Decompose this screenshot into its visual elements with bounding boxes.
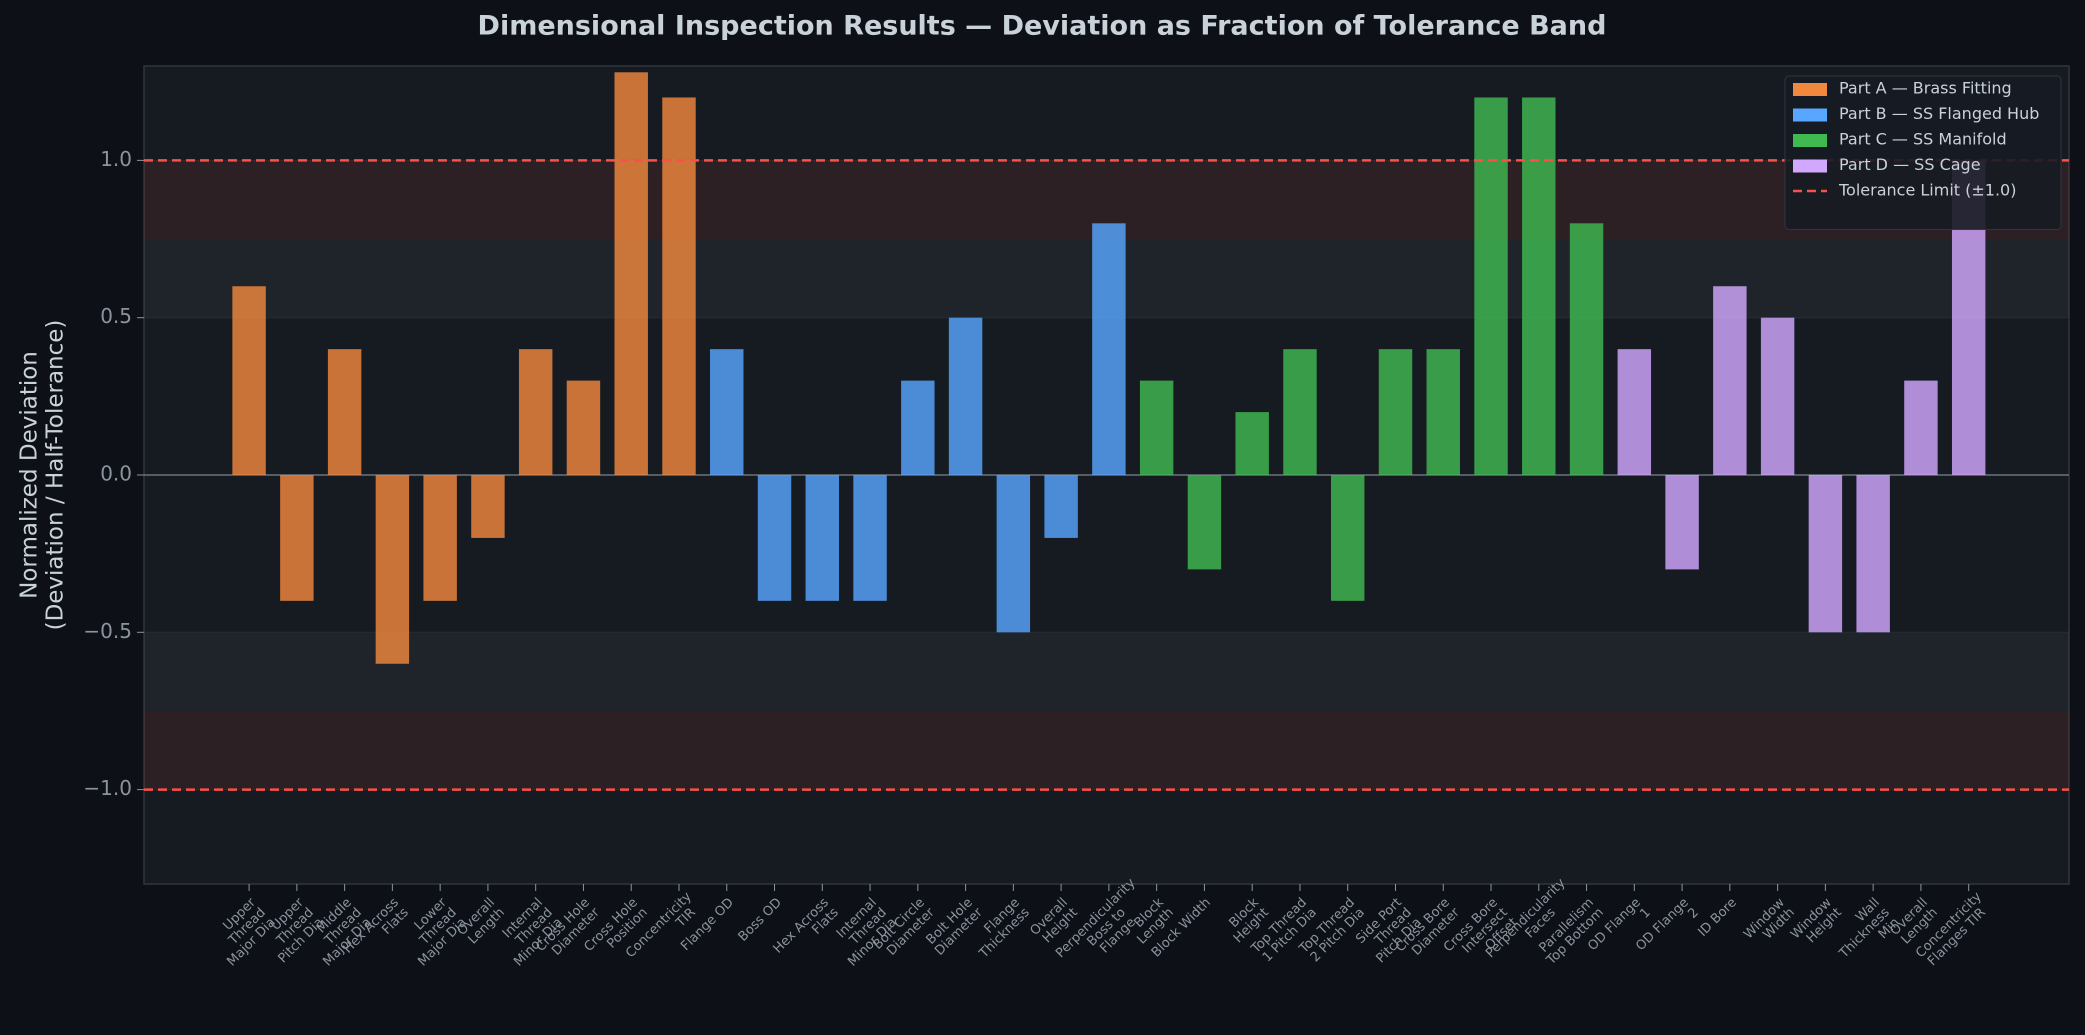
legend-label: Part C — SS Manifold [1839,130,2007,149]
legend-swatch [1793,134,1827,147]
bar [1235,412,1269,475]
bar [1187,475,1222,570]
bar [1378,349,1413,475]
y-tick-label: 0.0 [100,462,132,486]
y-axis-label: (Deviation / Half-Tolerance) [43,320,69,631]
legend: Part A — Brass Fitting Part B — SS Flange… [1784,75,2062,230]
legend-label: Part A — Brass Fitting [1839,79,2012,98]
bar [805,475,840,601]
bar [757,475,792,601]
legend-box [1784,75,2062,230]
legend-swatch [1793,159,1827,173]
bar [853,475,887,601]
zone [144,710,2069,790]
y-tick-label: 1.0 [100,147,132,171]
legend-label: Part B — SS Flanged Hub [1839,104,2039,123]
y-tick-label: −0.5 [83,619,132,643]
bar [1044,475,1078,538]
bar [1617,349,1652,475]
bar [566,380,601,475]
zone [144,632,2069,711]
y-axis-label: Normalized Deviation [17,351,43,599]
bar [1139,380,1174,475]
bar [1283,349,1317,475]
bar [710,349,744,475]
bar [423,475,457,601]
bar [662,97,696,475]
bar [375,475,410,664]
bar [1426,349,1460,475]
bar [614,72,648,476]
bar [1665,475,1699,570]
bar [471,475,505,538]
legend-label: Tolerance Limit (±1.0) [1838,181,2016,200]
legend-swatch [1793,108,1827,122]
bar [280,475,314,601]
bar [1760,317,1795,475]
bar [1474,97,1508,475]
bar [232,286,266,475]
bar [996,475,1031,633]
bar [327,349,362,475]
bar [1856,475,1890,633]
y-tick-label: −1.0 [83,776,132,800]
legend-swatch [1793,83,1827,96]
chart-title: Dimensional Inspection Results — Deviati… [478,11,1607,42]
bar [518,349,553,475]
legend-label: Part D — SS Cage [1839,155,1981,174]
bar [1713,286,1747,475]
bar [1569,223,1604,475]
bar [948,317,983,475]
bar [1808,475,1843,633]
bar [901,380,935,475]
bar [1904,380,1938,475]
bar [1522,97,1556,475]
y-tick-label: 0.5 [100,304,132,328]
bar [1092,223,1126,475]
bar [1331,475,1365,601]
